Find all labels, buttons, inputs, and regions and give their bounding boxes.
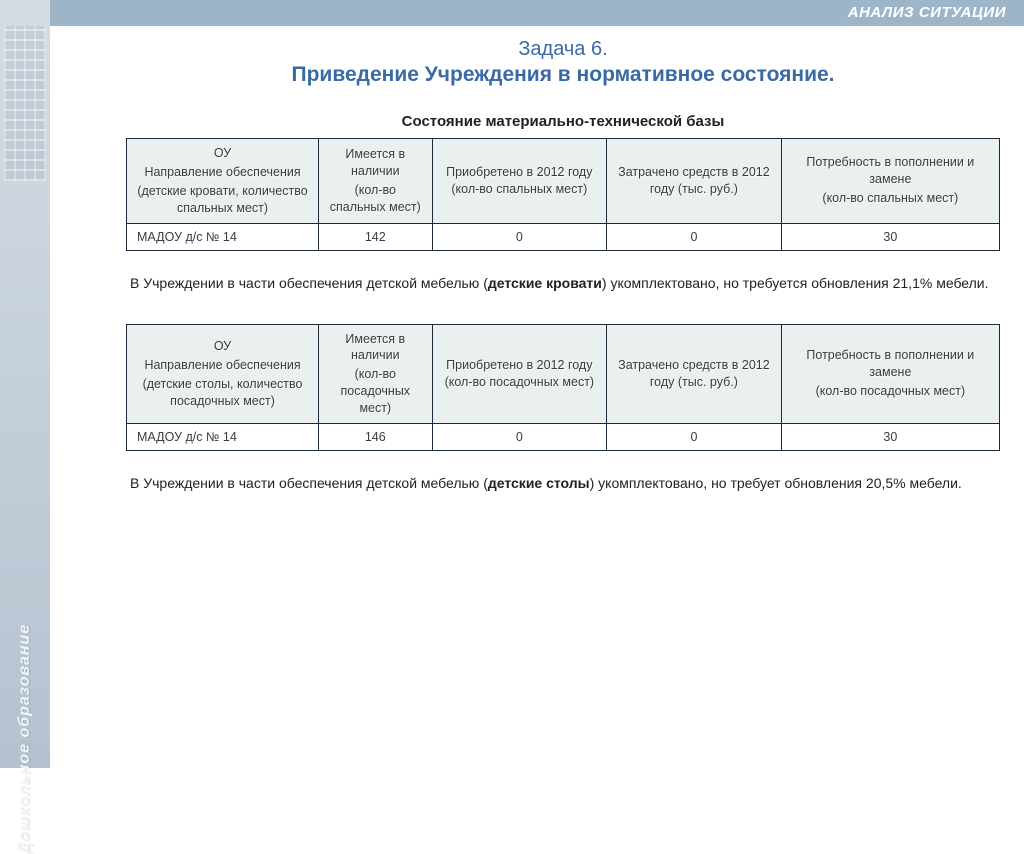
section-header-text: АНАЛИЗ СИТУАЦИИ [848,4,1006,21]
note-beds: В Учреждении в части обеспечения детской… [130,273,996,294]
col-acquired: Приобретено в 2012 году (кол-во посадочн… [432,324,607,423]
left-sidebar: Дошкольное образование [0,0,50,768]
table-row: МАДОУ д/с № 14 146 0 0 30 [127,423,1000,450]
slide-content: Задача 6. Приведение Учреждения в нормат… [56,30,1014,758]
cell-available: 146 [319,423,432,450]
cell-available: 142 [319,223,432,250]
col-institution: ОУ Направление обеспечения (детские кров… [127,139,319,224]
cell-need: 30 [781,423,999,450]
table-desks: ОУ Направление обеспечения (детские стол… [126,324,1000,451]
note-desks: В Учреждении в части обеспечения детской… [130,473,996,494]
cell-need: 30 [781,223,999,250]
col-acquired: Приобретено в 2012 году (кол-во спальных… [432,139,607,224]
table-row: МАДОУ д/с № 14 142 0 0 30 [127,223,1000,250]
col-available: Имеется в наличии (кол-во спальных мест) [319,139,432,224]
col-available: Имеется в наличии (кол-во посадочных мес… [319,324,432,423]
table-header-row: ОУ Направление обеспечения (детские стол… [127,324,1000,423]
cell-spent: 0 [607,223,782,250]
col-need: Потребность в пополнении и замене (кол-в… [781,324,999,423]
subheading: Состояние материально-технической базы [126,113,1000,130]
cell-spent: 0 [607,423,782,450]
section-header: АНАЛИЗ СИТУАЦИИ [0,0,1024,26]
table-beds: ОУ Направление обеспечения (детские кров… [126,138,1000,251]
cell-acquired: 0 [432,423,607,450]
cell-institution: МАДОУ д/с № 14 [127,423,319,450]
task-title: Приведение Учреждения в нормативное сост… [126,63,1000,87]
task-number: Задача 6. [126,38,1000,61]
col-spent: Затрачено средств в 2012 году (тыс. руб.… [607,139,782,224]
col-spent: Затрачено средств в 2012 году (тыс. руб.… [607,324,782,423]
cell-institution: МАДОУ д/с № 14 [127,223,319,250]
col-need: Потребность в пополнении и замене (кол-в… [781,139,999,224]
col-institution: ОУ Направление обеспечения (детские стол… [127,324,319,423]
table-header-row: ОУ Направление обеспечения (детские кров… [127,139,1000,224]
sidebar-label: Дошкольное образование [16,624,34,854]
cell-acquired: 0 [432,223,607,250]
